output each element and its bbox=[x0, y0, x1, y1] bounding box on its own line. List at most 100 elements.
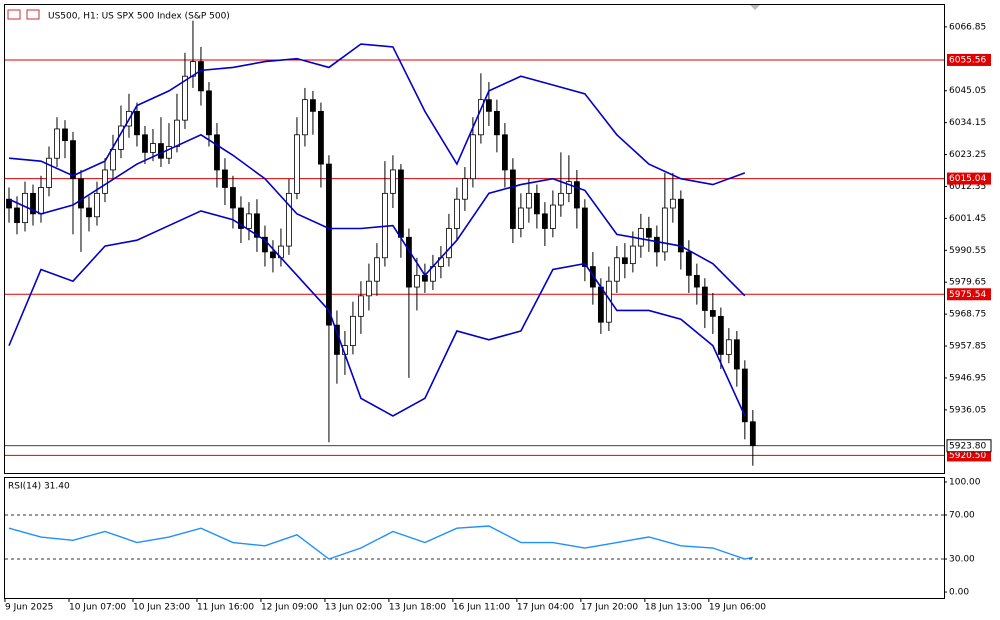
candle-body bbox=[390, 169, 396, 194]
x-tick-label: 10 Jun 23:00 bbox=[133, 603, 190, 613]
candle-body bbox=[214, 134, 220, 171]
y-tick-label: 6012.35 bbox=[949, 182, 986, 192]
candle-body bbox=[86, 207, 92, 218]
y-tick-label: 100.00 bbox=[949, 477, 981, 487]
candle-body bbox=[557, 192, 564, 206]
candle-body bbox=[134, 110, 140, 136]
candle-body bbox=[485, 99, 492, 112]
candle-body bbox=[14, 207, 20, 224]
candle-body bbox=[182, 75, 188, 121]
candle-body bbox=[318, 110, 324, 165]
candle-body bbox=[669, 198, 676, 209]
candle-body bbox=[406, 236, 412, 288]
candle-body bbox=[358, 295, 364, 317]
candle-body bbox=[701, 286, 708, 311]
y-tick-label: 70.00 bbox=[949, 510, 975, 520]
y-tick-label: 5968.75 bbox=[949, 310, 986, 320]
candle-body bbox=[198, 61, 204, 92]
x-tick-label: 11 Jun 16:00 bbox=[197, 603, 254, 613]
candle-body bbox=[38, 187, 44, 215]
candle-body bbox=[589, 266, 596, 288]
candle-body bbox=[310, 99, 316, 112]
candle-body bbox=[30, 192, 36, 215]
level-label: 5975.54 bbox=[949, 290, 986, 300]
x-tick-label: 9 Jun 2025 bbox=[5, 603, 53, 613]
candle-body bbox=[286, 192, 292, 247]
candle-body bbox=[366, 280, 372, 297]
y-tick-label: 5936.05 bbox=[949, 405, 986, 415]
candle-body bbox=[230, 187, 236, 209]
candle-body bbox=[462, 178, 468, 200]
last-price-box bbox=[946, 439, 992, 453]
candle-body bbox=[374, 257, 380, 282]
candle-body bbox=[661, 207, 668, 253]
candle-body bbox=[621, 257, 628, 265]
candle-body bbox=[645, 228, 652, 238]
candle-body bbox=[62, 128, 68, 142]
candle-body bbox=[533, 192, 540, 215]
candle-body bbox=[222, 169, 228, 188]
icon bbox=[7, 9, 21, 20]
candle-body bbox=[54, 128, 60, 159]
candle-body bbox=[541, 213, 548, 229]
candle-body bbox=[493, 110, 500, 136]
rsi-line bbox=[8, 525, 753, 560]
level-label: 6055.56 bbox=[949, 55, 986, 65]
candle-body bbox=[174, 119, 180, 147]
level-label-box bbox=[947, 449, 991, 462]
candle-body bbox=[454, 198, 460, 229]
x-tick-label: 13 Jun 18:00 bbox=[389, 603, 446, 613]
candle-body bbox=[78, 178, 84, 209]
candle-body bbox=[613, 257, 620, 282]
candle-body bbox=[501, 134, 508, 171]
candle-body bbox=[110, 149, 116, 171]
y-tick-label: 6023.25 bbox=[949, 150, 986, 160]
rsi-panel bbox=[4, 477, 945, 599]
chart-title: US500, H1: US SPX 500 Index (S&P 500) bbox=[48, 12, 230, 22]
candle-body bbox=[549, 204, 556, 229]
candle-body bbox=[653, 236, 660, 253]
level-label: 6015.04 bbox=[949, 174, 986, 184]
candle-body bbox=[70, 140, 76, 180]
y-tick-label: 6001.45 bbox=[949, 214, 986, 224]
indicator-title: RSI(14) 31.40 bbox=[8, 482, 70, 492]
candle-body bbox=[693, 274, 700, 288]
candle-body bbox=[302, 99, 308, 136]
candle-body bbox=[270, 251, 276, 259]
x-tick-label: 19 Jun 06:00 bbox=[709, 603, 766, 613]
candle-body bbox=[414, 274, 420, 288]
scroll-marker bbox=[750, 5, 760, 10]
bollinger-band bbox=[8, 210, 746, 417]
candle-body bbox=[142, 134, 148, 153]
y-tick-label: 5957.85 bbox=[949, 342, 986, 352]
candle-body bbox=[206, 90, 212, 136]
candle-body bbox=[741, 368, 748, 423]
candle-body bbox=[470, 134, 476, 180]
x-tick-label: 12 Jun 09:00 bbox=[261, 603, 318, 613]
candle-body bbox=[677, 198, 684, 253]
candle-body bbox=[629, 245, 636, 265]
y-tick-label: 5979.65 bbox=[949, 278, 986, 288]
candle-body bbox=[94, 192, 100, 218]
x-tick-label: 17 Jun 04:00 bbox=[517, 603, 574, 613]
candle-body bbox=[158, 143, 164, 159]
candle-body bbox=[150, 143, 156, 153]
y-tick-label: 0.00 bbox=[949, 588, 969, 598]
last-price-label: 5923.80 bbox=[949, 441, 986, 451]
y-tick-label: 6066.85 bbox=[949, 22, 986, 32]
candle-body bbox=[565, 181, 572, 194]
level-label: 5920.50 bbox=[949, 451, 986, 461]
candle-body bbox=[326, 163, 332, 326]
candle-body bbox=[709, 310, 716, 317]
y-tick-label: 6034.15 bbox=[949, 118, 986, 128]
candle-body bbox=[262, 236, 268, 253]
candle-body bbox=[597, 286, 604, 323]
candle-body bbox=[581, 207, 588, 267]
bollinger-band bbox=[8, 133, 746, 297]
candle-body bbox=[246, 213, 252, 229]
level-label-box bbox=[947, 288, 991, 301]
candle-body bbox=[733, 339, 740, 370]
bollinger-band bbox=[8, 43, 746, 186]
